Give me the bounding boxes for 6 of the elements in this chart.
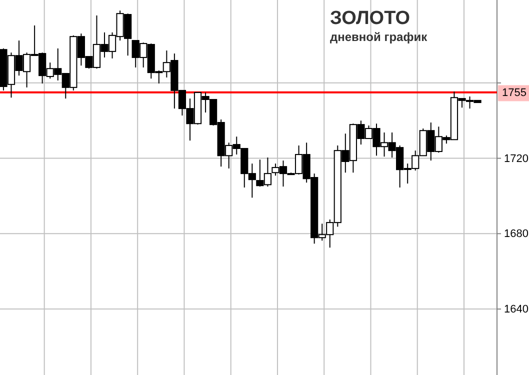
text: дневной график bbox=[330, 30, 428, 44]
y-tick-label: 1640 bbox=[504, 304, 528, 316]
y-tick-label: 1680 bbox=[504, 228, 528, 240]
y-tick-label: 1720 bbox=[504, 152, 528, 165]
chart-title: ЗОЛОТО bbox=[330, 8, 410, 29]
ref-line-label: 1755 bbox=[502, 87, 526, 100]
